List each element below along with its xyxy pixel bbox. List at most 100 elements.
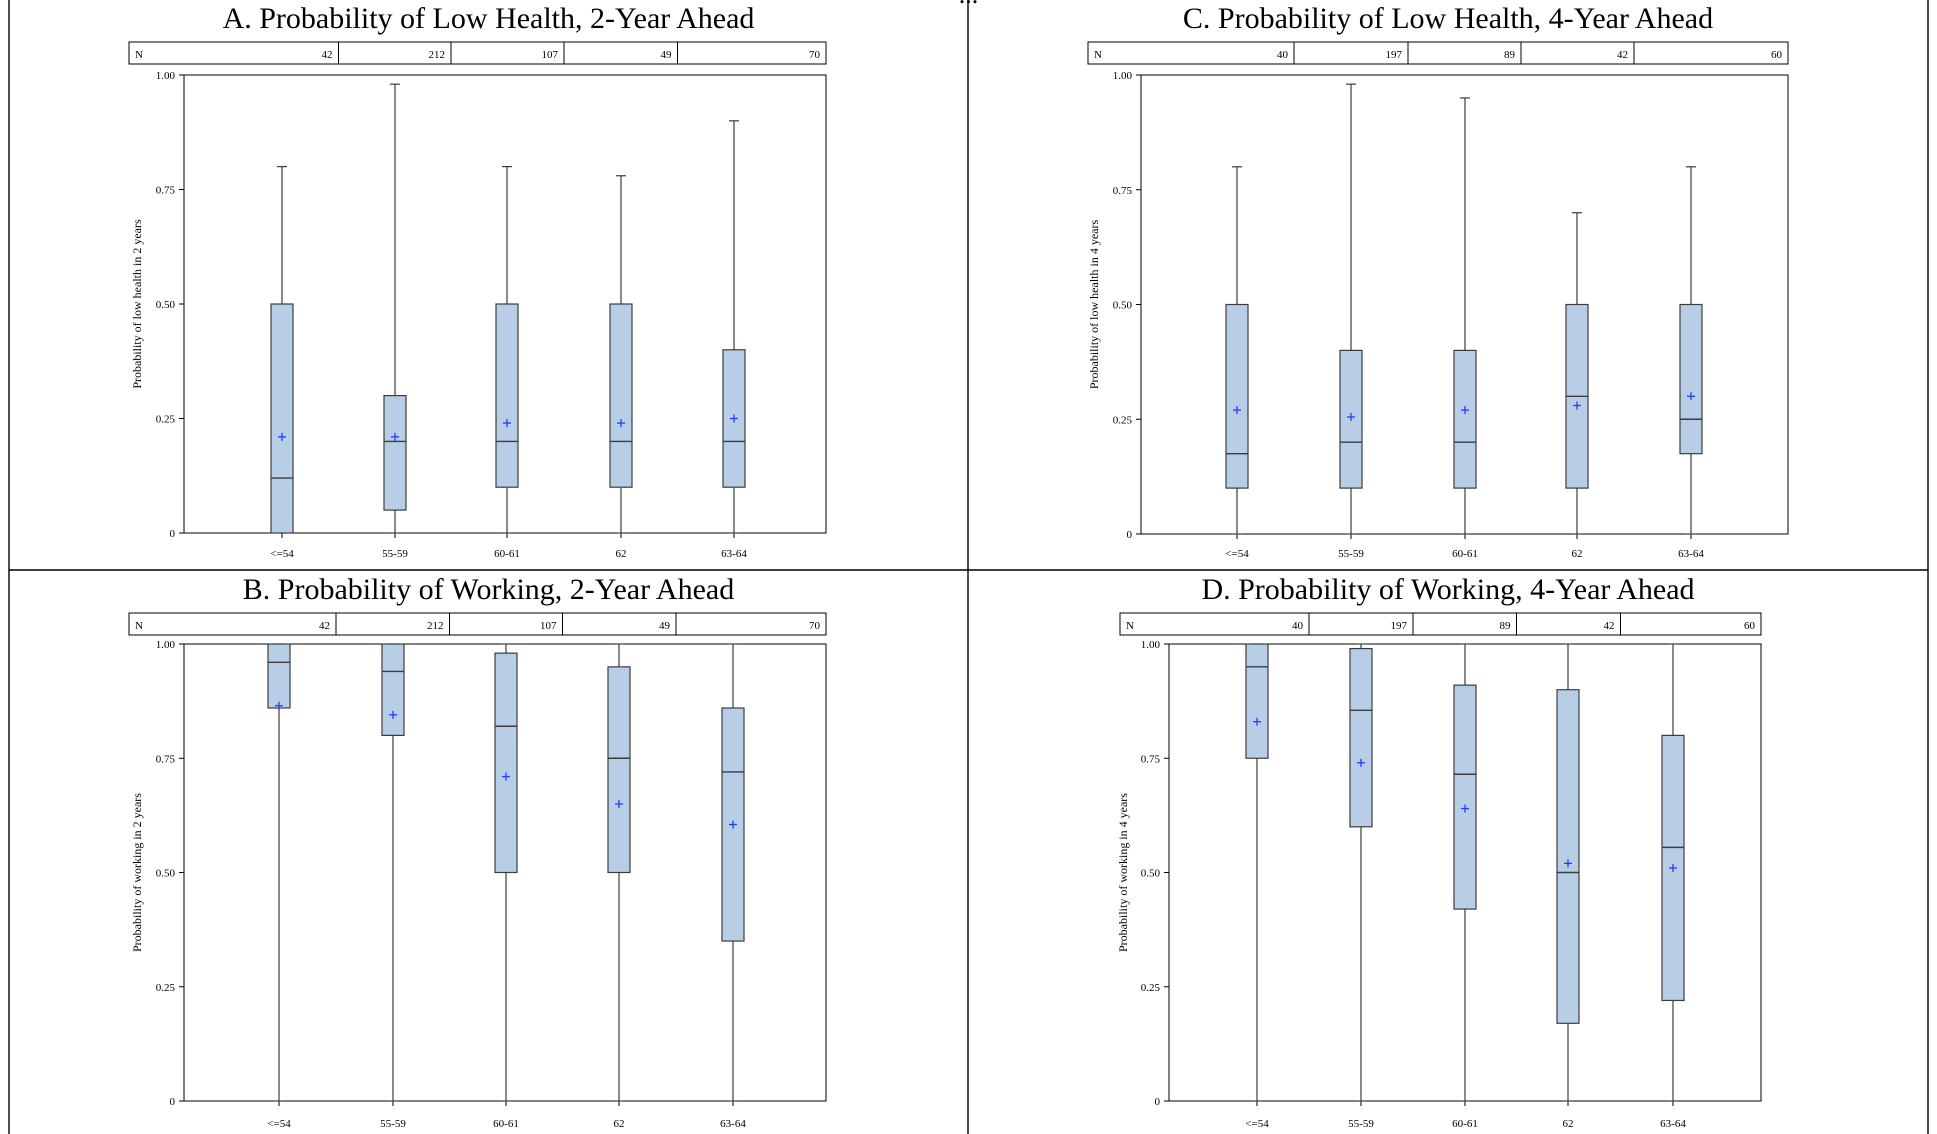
y-tick-label: 0.25 — [156, 414, 176, 426]
n-value: 212 — [429, 49, 446, 61]
n-value: 107 — [542, 49, 559, 61]
panel-a: A. Probability of Low Health, 2-Year Ahe… — [10, 0, 967, 569]
mean-marker — [1233, 406, 1241, 415]
mean-marker — [1461, 804, 1469, 813]
n-value: 42 — [1617, 49, 1628, 61]
y-tick-label: 0.25 — [156, 982, 176, 994]
mean-marker — [1573, 401, 1581, 410]
iqr-box — [1225, 303, 1249, 489]
x-tick-label: 63-64 — [721, 548, 747, 560]
n-value: 60 — [1771, 49, 1783, 61]
panel-b: B. Probability of Working, 2-Year Ahead … — [10, 571, 967, 1134]
mean-marker — [729, 820, 737, 829]
x-tick-label: 55-59 — [380, 1118, 406, 1130]
n-table-label: N — [135, 49, 143, 61]
x-tick-label: 55-59 — [1338, 548, 1364, 560]
iqr-box — [1453, 684, 1477, 910]
n-table-frame — [1087, 41, 1789, 65]
mean-marker — [1253, 717, 1261, 726]
y-tick-label: 1.00 — [156, 639, 176, 651]
y-axis-label: Probability of working in 4 years — [1116, 793, 1130, 952]
n-value: 107 — [540, 620, 557, 632]
y-axis-label: Probability of low health in 4 years — [1087, 220, 1101, 390]
boxplot-chart: N 42 212 107 49 70 0 0.25 0.50 0.75 1.00 Probabilit… — [128, 612, 827, 1130]
y-axis-label: Probability of working in 2 years — [130, 793, 144, 952]
iqr-box — [1679, 303, 1703, 455]
y-tick-label: 0.75 — [156, 185, 176, 197]
iqr-box — [267, 643, 291, 709]
iqr-box — [1245, 643, 1269, 759]
boxplot-chart: N 40 197 89 42 60 0 0.25 0.50 0.75 1.00 Probability… — [1087, 41, 1789, 560]
y-tick-label: 1.00 — [1141, 639, 1161, 651]
x-tick-label: 60-61 — [494, 548, 520, 560]
n-value: 49 — [659, 620, 671, 632]
iqr-box — [609, 303, 633, 488]
iqr-box — [270, 303, 294, 534]
n-value: 89 — [1500, 620, 1512, 632]
panel-title: A. Probability of Low Health, 2-Year Ahe… — [222, 2, 755, 35]
n-table-label: N — [1094, 49, 1102, 61]
mean-marker — [278, 432, 286, 441]
x-tick-label: 60-61 — [1452, 548, 1478, 560]
n-value: 212 — [427, 620, 444, 632]
x-tick-label: 63-64 — [720, 1118, 746, 1130]
iqr-box — [381, 643, 405, 737]
n-value: 49 — [661, 49, 673, 61]
iqr-box — [1349, 647, 1373, 828]
panel-title: D. Probability of Working, 4-Year Ahead — [1201, 573, 1695, 606]
iqr-box — [383, 395, 407, 511]
mean-marker — [502, 772, 510, 781]
n-value: 89 — [1504, 49, 1516, 61]
y-tick-label: 0.25 — [1141, 982, 1161, 994]
n-table-label: N — [1126, 620, 1134, 632]
y-tick-label: 0.50 — [156, 299, 176, 311]
panel-title: B. Probability of Working, 2-Year Ahead — [242, 573, 735, 606]
n-value: 42 — [319, 620, 330, 632]
y-tick-label: 0.75 — [1141, 753, 1161, 765]
iqr-box — [495, 303, 519, 488]
mean-marker — [615, 799, 623, 808]
x-tick-label: 62 — [1563, 1118, 1574, 1130]
mean-marker — [389, 710, 397, 719]
n-value: 60 — [1744, 620, 1756, 632]
n-value: 70 — [809, 620, 821, 632]
x-tick-label: <=54 — [1245, 1118, 1269, 1130]
panel-d: D. Probability of Working, 4-Year Ahead … — [969, 571, 1927, 1134]
y-tick-label: 0.25 — [1113, 414, 1133, 426]
x-tick-label: 55-59 — [382, 548, 408, 560]
x-tick-label: <=54 — [1225, 548, 1249, 560]
boxplot-chart: N 42 212 107 49 70 0 0.25 0.50 0.75 1.00 Probabilit… — [128, 41, 827, 560]
x-tick-label: 63-64 — [1678, 548, 1704, 560]
panel-c: C. Probability of Low Health, 4-Year Ahe… — [969, 0, 1927, 569]
mean-marker — [1461, 406, 1469, 415]
mean-marker — [617, 419, 625, 428]
y-tick-label: 1.00 — [1113, 70, 1133, 82]
n-value: 40 — [1277, 49, 1289, 61]
mean-marker — [1347, 412, 1355, 421]
iqr-box — [1556, 689, 1580, 1024]
y-tick-label: 0.50 — [156, 868, 176, 880]
mean-marker — [275, 701, 283, 710]
x-tick-label: 62 — [616, 548, 627, 560]
y-tick-label: 0.50 — [1141, 868, 1161, 880]
mean-marker — [1357, 758, 1365, 767]
n-value: 42 — [1604, 620, 1615, 632]
y-axis-label: Probability of low health in 2 years — [130, 219, 144, 389]
n-value: 40 — [1292, 620, 1304, 632]
y-tick-label: 0.50 — [1113, 300, 1133, 312]
boxplot-chart: N 40 197 89 42 60 0 0.25 0.50 0.75 1.00 Probability… — [1116, 612, 1762, 1130]
iqr-box — [607, 666, 631, 874]
y-tick-label: 0.75 — [156, 753, 176, 765]
panel-title: C. Probability of Low Health, 4-Year Ahe… — [1182, 2, 1714, 35]
n-table-frame — [128, 612, 827, 636]
n-table-frame — [1119, 612, 1762, 636]
n-value: 197 — [1391, 620, 1408, 632]
x-tick-label: 60-61 — [493, 1118, 519, 1130]
y-tick-label: 0 — [170, 528, 176, 540]
mean-marker — [730, 414, 738, 423]
n-value: 197 — [1386, 49, 1403, 61]
n-table-frame — [128, 41, 827, 65]
x-tick-label: 60-61 — [1452, 1118, 1478, 1130]
